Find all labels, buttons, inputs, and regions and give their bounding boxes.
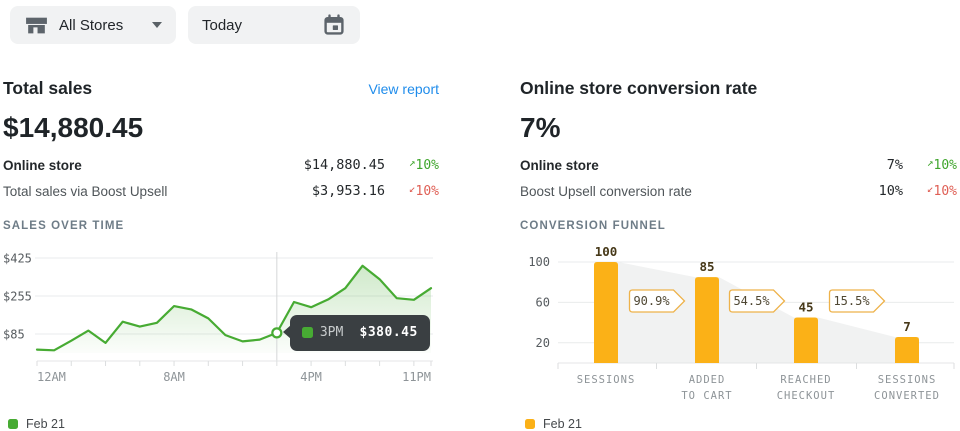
y-axis-label: $255 (3, 290, 32, 304)
trend-arrow-icon: ↗ (408, 155, 416, 169)
funnel-bar[interactable] (695, 277, 719, 363)
legend-label: Feb 21 (543, 417, 582, 431)
legend-label: Feb 21 (26, 417, 65, 431)
conversion-rate-badge (728, 289, 786, 313)
metric-label: Online store (520, 157, 599, 173)
store-filter-button[interactable]: All Stores (10, 6, 176, 44)
metric-label: Boost Upsell conversion rate (520, 183, 692, 199)
x-axis-label: 12AM (37, 370, 66, 384)
conversion-rate-title: Online store conversion rate (520, 78, 758, 98)
metric-label: Online store (3, 157, 82, 173)
category-label: TO CART (681, 390, 732, 402)
sales-over-time-chart[interactable]: $425 $255 $85 12AM 8AM 4PM 11PM 3PM $380.45 (3, 246, 439, 406)
delta-badge: ↗10% (408, 155, 439, 173)
dashboard-panels: Total sales View report $14,880.45 Onlin… (0, 50, 960, 431)
date-filter-button[interactable]: Today (188, 6, 360, 44)
total-sales-header: Total sales View report (3, 78, 439, 100)
tooltip-time-label: 3PM (319, 325, 344, 341)
x-axis-label: 4PM (300, 370, 322, 384)
trend-arrow-icon: ↙ (926, 181, 934, 195)
legend-swatch (525, 419, 535, 429)
funnel-bar[interactable] (594, 262, 618, 363)
category-label: CHECKOUT (777, 390, 836, 402)
conversion-rate-header: Online store conversion rate (520, 78, 957, 100)
view-report-link[interactable]: View report (368, 81, 439, 97)
funnel-chart-legend: Feb 21 (520, 417, 957, 431)
metric-row-online-store: Online store $14,880.45 ↗10% (3, 152, 439, 178)
bar-value-label: 45 (798, 300, 813, 315)
bar-value-label: 100 (595, 246, 618, 259)
category-label: SESSIONS (878, 374, 937, 386)
conversion-rate-value: 7% (520, 112, 561, 143)
total-sales-breakdown: Online store $14,880.45 ↗10% Total sales… (3, 152, 439, 204)
metric-value: $14,880.45 (303, 157, 385, 173)
delta-badge: ↙10% (408, 181, 439, 199)
metric-row-boost-upsell: Total sales via Boost Upsell $3,953.16 ↙… (3, 178, 439, 204)
funnel-bar[interactable] (895, 337, 919, 363)
conversion-rate-badge (628, 289, 686, 313)
category-label: CONVERTED (874, 390, 940, 402)
conversion-rate-panel: Online store conversion rate 7% Online s… (520, 50, 957, 431)
category-label: REACHED (780, 374, 831, 386)
trend-arrow-icon: ↙ (408, 181, 416, 195)
sales-chart-legend: Feb 21 (3, 417, 439, 431)
sales-line-series (35, 264, 433, 352)
conversion-rate-label: 15.5% (833, 294, 870, 308)
category-label: ADDED (689, 374, 726, 386)
chart-tooltip: 3PM $380.45 (282, 314, 430, 351)
y-axis-label: $425 (3, 252, 32, 266)
category-label: SESSIONS (577, 374, 636, 386)
store-icon (26, 17, 47, 33)
y-axis-label: 60 (536, 295, 550, 309)
y-axis-label: $85 (3, 328, 25, 342)
conversion-rate-label: 90.9% (633, 294, 670, 308)
x-axis-label: 8AM (163, 370, 185, 384)
chevron-down-icon (152, 22, 162, 28)
conversion-funnel-chart[interactable]: 100 60 20 100 SESSIONS 85 ADDED TO CART 45 REACHE… (520, 246, 957, 406)
bar-value-label: 7 (903, 319, 911, 334)
metric-row-online-store: Online store 7% ↗10% (520, 152, 957, 178)
conversion-funnel-label: CONVERSION FUNNEL (520, 220, 666, 232)
total-sales-value: $14,880.45 (3, 112, 144, 143)
sales-over-time-label: SALES OVER TIME (3, 220, 125, 232)
legend-swatch (8, 419, 18, 429)
bar-value-label: 85 (699, 259, 714, 274)
metric-label: Total sales via Boost Upsell (3, 183, 168, 199)
funnel-bar[interactable] (794, 317, 818, 363)
y-axis-label: 20 (536, 336, 550, 350)
metric-row-boost-upsell: Boost Upsell conversion rate 10% ↙10% (520, 178, 957, 204)
conversion-rate-label: 54.5% (733, 294, 770, 308)
x-axis-label: 11PM (402, 370, 431, 384)
metric-value: 10% (878, 183, 903, 199)
total-sales-title: Total sales (3, 78, 93, 98)
metric-value: 7% (886, 157, 903, 173)
delta-badge: ↗10% (926, 155, 957, 173)
trend-arrow-icon: ↗ (926, 155, 934, 169)
conversion-rate-badge (828, 289, 886, 313)
store-filter-label: All Stores (59, 16, 124, 34)
delta-badge: ↙10% (926, 181, 957, 199)
calendar-icon (324, 14, 344, 35)
date-filter-label: Today (202, 16, 243, 34)
total-sales-panel: Total sales View report $14,880.45 Onlin… (3, 50, 439, 431)
conversion-breakdown: Online store 7% ↗10% Boost Upsell conver… (520, 152, 957, 204)
hover-point-marker (271, 327, 283, 339)
y-axis-label: 100 (528, 255, 550, 269)
metric-value: $3,953.16 (311, 183, 385, 199)
tooltip-series-swatch (301, 327, 313, 339)
topbar: All Stores Today (0, 0, 960, 50)
tooltip-value: $380.45 (359, 325, 418, 341)
